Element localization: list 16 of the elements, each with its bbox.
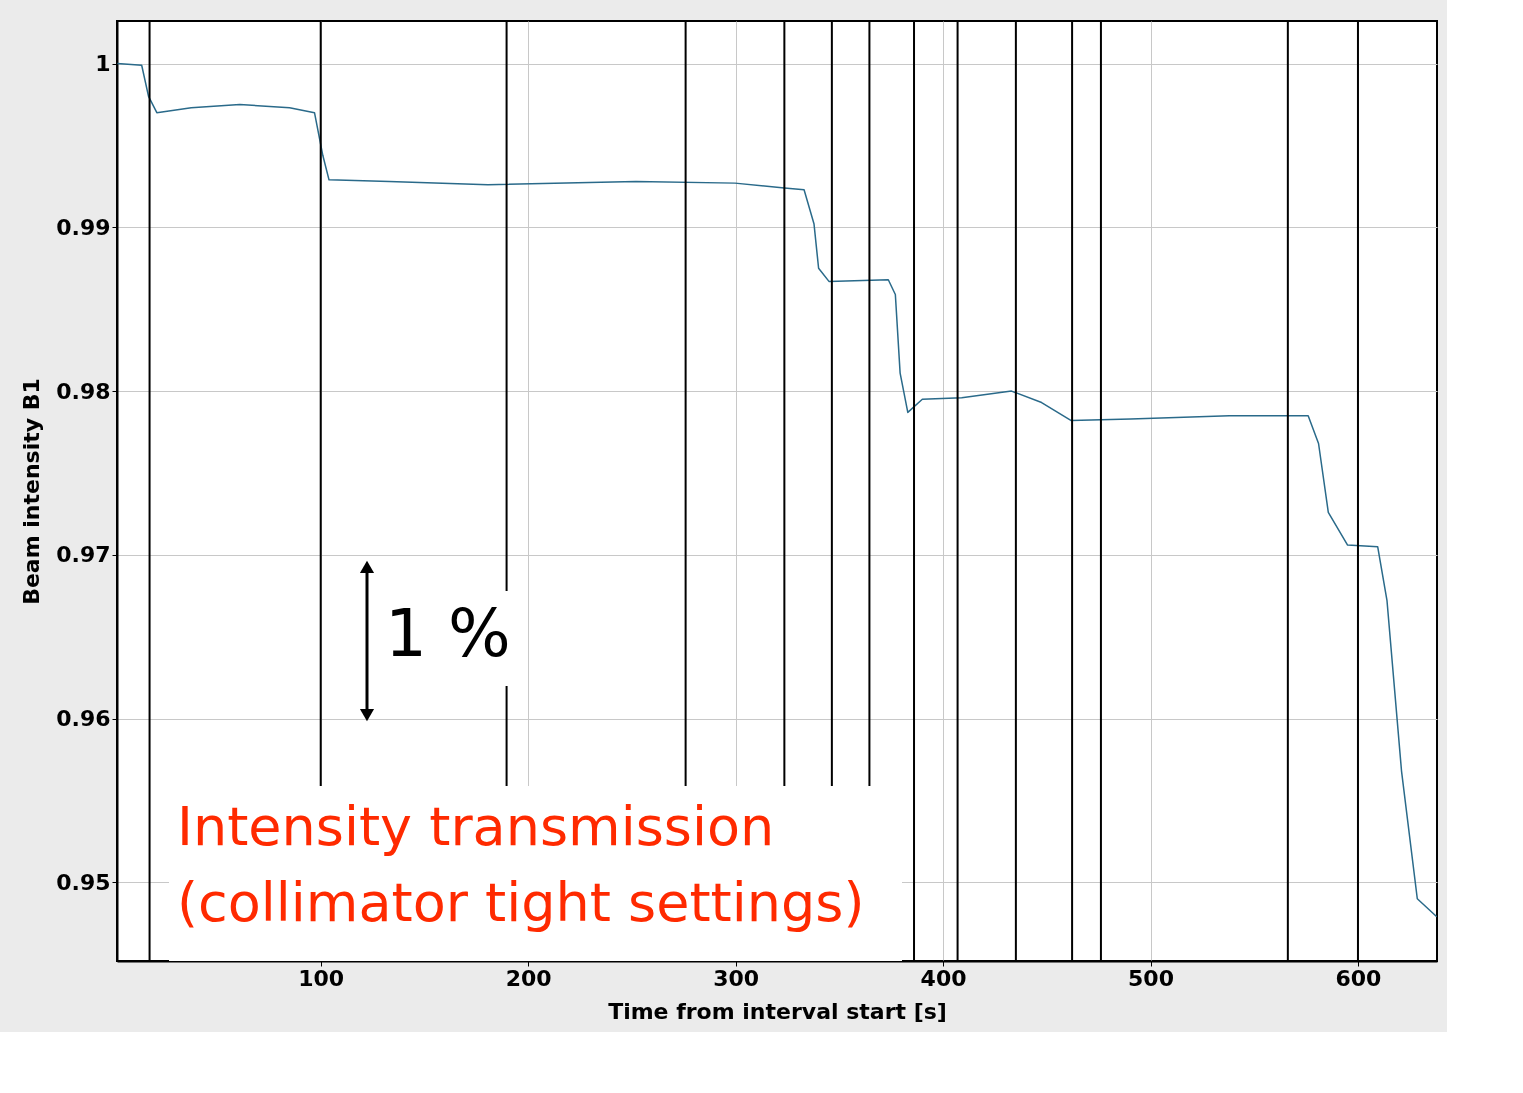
y-tick-label: 0.95 <box>56 869 111 895</box>
y-tick-label: 0.99 <box>56 214 111 240</box>
x-tick-label: 400 <box>920 965 967 991</box>
x-tick-label: 500 <box>1128 965 1174 991</box>
y-tick-label: 0.97 <box>56 542 111 568</box>
x-axis-title: Time from interval start [s] <box>608 998 947 1024</box>
x-tick-label: 600 <box>1335 965 1382 991</box>
y-tick-label: 1 <box>95 51 111 77</box>
x-tick-label: 200 <box>505 965 552 991</box>
y-tick-label: 0.96 <box>56 706 111 732</box>
y-axis-title: Beam intensity B1 <box>19 378 45 605</box>
x-tick-label: 100 <box>298 965 345 991</box>
y-tick-label: 0.98 <box>56 378 111 404</box>
x-tick-label: 300 <box>713 965 760 991</box>
annotation: Intensity transmission (collimator tight settings) <box>177 795 865 934</box>
annotation: 1 % <box>385 595 511 672</box>
